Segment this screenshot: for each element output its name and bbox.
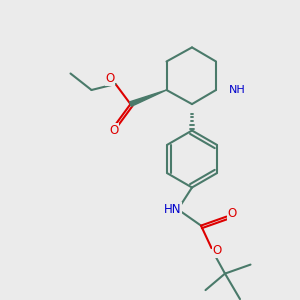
Text: HN: HN <box>164 202 181 216</box>
Text: O: O <box>106 72 115 85</box>
Text: O: O <box>212 244 221 257</box>
Text: NH: NH <box>229 85 245 95</box>
Text: O: O <box>227 207 236 220</box>
Text: O: O <box>110 124 118 137</box>
Polygon shape <box>130 90 166 106</box>
